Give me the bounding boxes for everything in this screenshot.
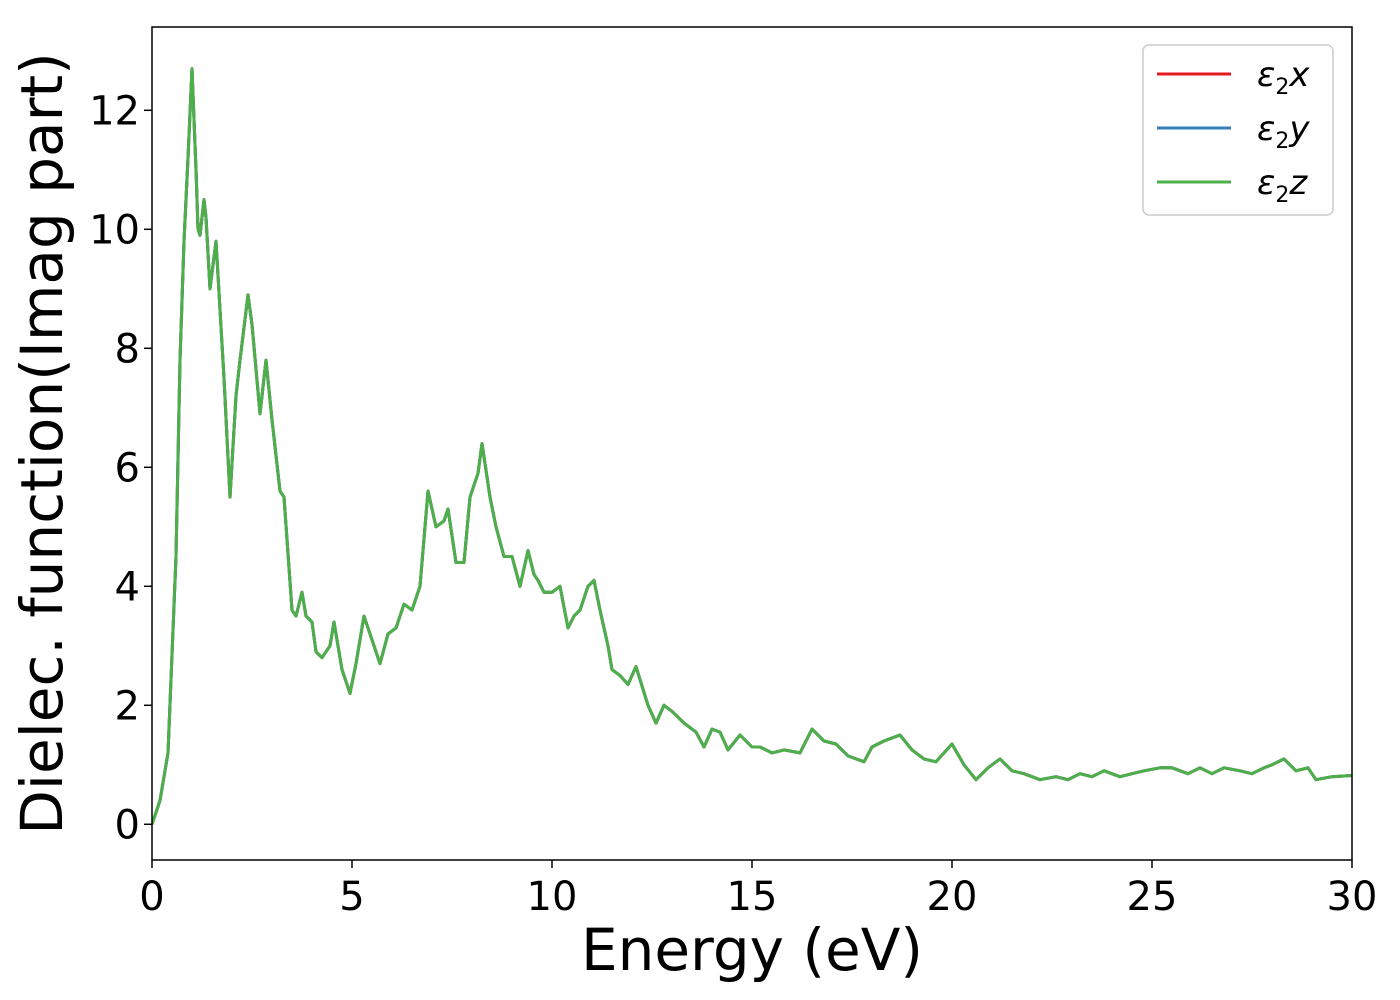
- series-line-2: [152, 67, 1352, 825]
- x-axis-title: Energy (eV): [581, 916, 923, 984]
- plot-frame: [151, 26, 1353, 861]
- y-tick-label: 4: [115, 564, 140, 610]
- x-tick-label: 5: [339, 874, 364, 920]
- x-tick-label: 30: [1327, 874, 1378, 920]
- y-tick-label: 12: [89, 88, 140, 134]
- series-lines: [152, 67, 1352, 825]
- y-axis-ticks: 0 2 4 6 8 10 12: [89, 88, 152, 848]
- legend-label: ε2z: [1257, 163, 1308, 208]
- x-tick-label: 10: [527, 874, 578, 920]
- y-axis-title: Dielec. function(Imag part): [8, 52, 76, 835]
- plot-area: [152, 67, 1352, 825]
- x-tick-label: 25: [1127, 874, 1178, 920]
- x-tick-label: 20: [927, 874, 978, 920]
- y-tick-label: 10: [89, 207, 140, 253]
- y-tick-label: 8: [115, 326, 140, 372]
- legend-label: ε2y: [1257, 109, 1310, 154]
- legend: ε2x ε2y ε2z: [1142, 44, 1334, 216]
- legend-box: [1142, 44, 1334, 216]
- y-tick-label: 6: [115, 445, 140, 491]
- y-tick-label: 0: [115, 802, 140, 848]
- y-tick-label: 2: [115, 683, 140, 729]
- x-axis-ticks: 0 5 10 15 20 25 30: [139, 860, 1377, 920]
- x-tick-label: 15: [727, 874, 778, 920]
- x-tick-label: 0: [139, 874, 164, 920]
- legend-label: ε2x: [1257, 55, 1310, 100]
